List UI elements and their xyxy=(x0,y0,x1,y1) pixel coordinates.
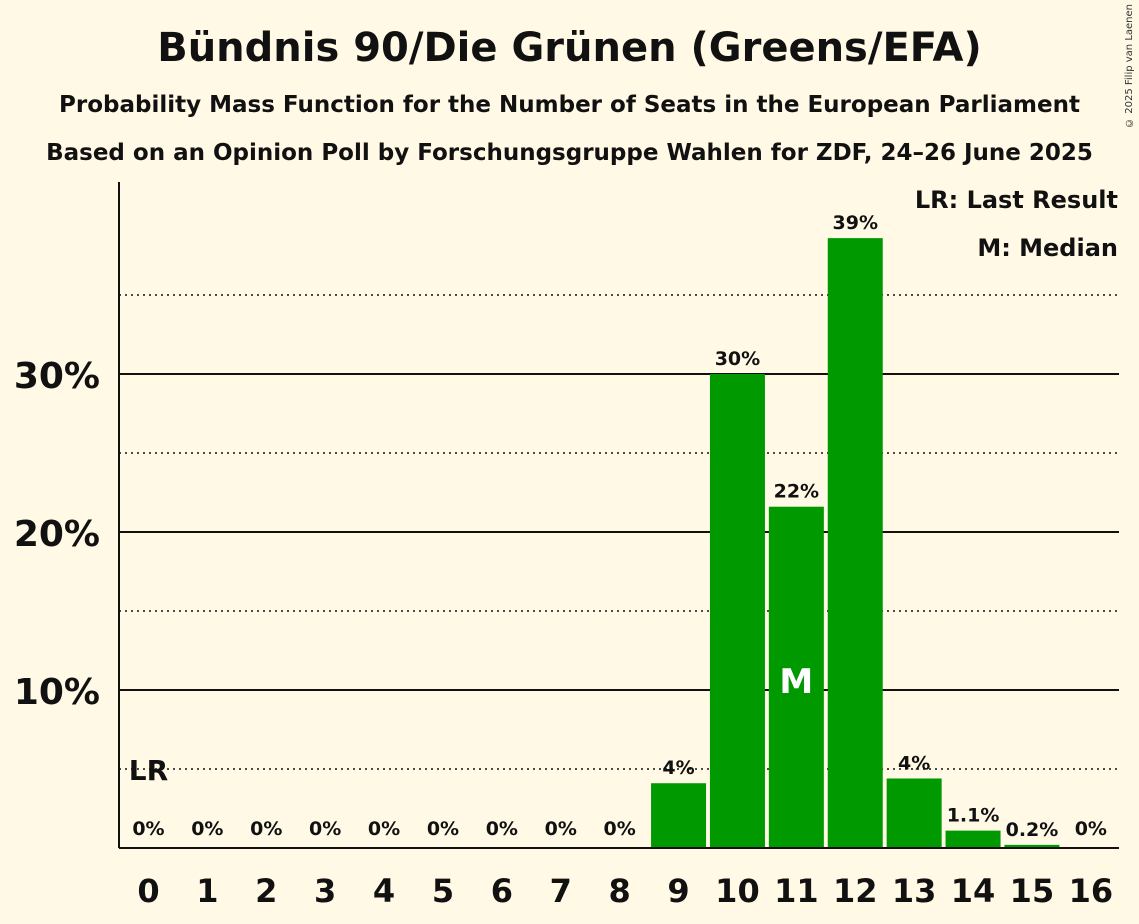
data-label: 4% xyxy=(898,752,930,774)
x-tick-label: 4 xyxy=(373,872,395,910)
x-tick-label: 13 xyxy=(892,872,937,910)
x-tick-label: 12 xyxy=(833,872,878,910)
x-tick-label: 0 xyxy=(137,872,159,910)
bar xyxy=(827,238,883,848)
x-tick-label: 2 xyxy=(255,872,277,910)
x-tick-label: 7 xyxy=(550,872,572,910)
chart-subtitle-source: Based on an Opinion Poll by Forschungsgr… xyxy=(46,140,1093,166)
x-tick-label: 5 xyxy=(432,872,454,910)
data-label: 0% xyxy=(1075,818,1107,840)
bar xyxy=(709,374,765,848)
data-label: 1.1% xyxy=(947,805,1000,827)
data-label: 0% xyxy=(545,818,577,840)
data-label: 22% xyxy=(774,481,819,503)
x-tick-label: 10 xyxy=(715,872,760,910)
y-tick-label: 10% xyxy=(14,672,100,713)
x-tick-label: 15 xyxy=(1010,872,1055,910)
last-result-marker: LR xyxy=(129,754,168,787)
data-label: 0% xyxy=(191,818,223,840)
data-label: 0% xyxy=(132,818,164,840)
median-marker: M xyxy=(779,662,813,702)
data-label: 0% xyxy=(486,818,518,840)
x-tick-label: 16 xyxy=(1069,872,1114,910)
y-tick-label: 30% xyxy=(14,356,100,397)
bar xyxy=(886,778,942,848)
data-label: 0% xyxy=(250,818,282,840)
bar xyxy=(768,506,824,848)
y-tick-label: 20% xyxy=(14,514,100,555)
x-tick-label: 6 xyxy=(491,872,513,910)
data-label: 39% xyxy=(833,212,878,234)
data-label: 0% xyxy=(427,818,459,840)
x-tick-label: 11 xyxy=(774,872,819,910)
x-tick-label: 9 xyxy=(667,872,689,910)
data-label: 0% xyxy=(309,818,341,840)
chart-title: Bündnis 90/Die Grünen (Greens/EFA) xyxy=(157,25,982,71)
x-tick-label: 8 xyxy=(609,872,631,910)
x-tick-label: 3 xyxy=(314,872,336,910)
data-label: 0% xyxy=(604,818,636,840)
data-label: 4% xyxy=(662,757,694,779)
data-label: 0% xyxy=(368,818,400,840)
chart-subtitle: Probability Mass Function for the Number… xyxy=(59,92,1080,118)
x-tick-label: 1 xyxy=(196,872,218,910)
data-label: 30% xyxy=(715,348,760,370)
x-tick-label: 14 xyxy=(951,872,996,910)
legend-last-result: LR: Last Result xyxy=(914,186,1118,214)
bar xyxy=(945,830,1001,848)
bar xyxy=(1004,844,1060,848)
legend-median: M: Median xyxy=(977,234,1118,262)
bar xyxy=(651,783,707,848)
data-label: 0.2% xyxy=(1006,819,1059,841)
